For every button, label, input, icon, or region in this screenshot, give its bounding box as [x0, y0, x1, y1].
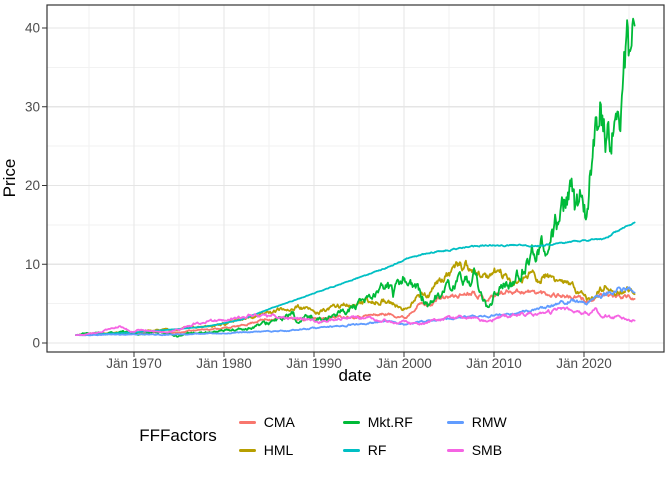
x-tick-label: Jän 2000: [376, 356, 432, 371]
legend-entry-rf: RF: [342, 442, 429, 458]
y-tick-label: 30: [25, 99, 40, 114]
y-tick-label: 0: [32, 336, 40, 351]
y-axis-title: Price: [0, 159, 19, 198]
y-tick-label: 20: [25, 178, 40, 193]
legend-label: SMB: [471, 442, 503, 458]
legend: FFFactors CMA Mkt.RF RMW HML RF: [0, 400, 672, 472]
legend-key-line-icon: [238, 420, 256, 424]
legend-label: CMA: [263, 414, 295, 430]
legend-label: HML: [263, 442, 294, 458]
x-tick-label: Jän 1990: [286, 356, 342, 371]
x-tick-label: Jän 1970: [106, 356, 162, 371]
panel-border: [46, 4, 665, 353]
legend-entry-cma: CMA: [238, 414, 325, 430]
legend-key-line-icon: [446, 448, 464, 452]
legend-label: Mkt.RF: [367, 414, 413, 430]
legend-grid: CMA Mkt.RF RMW HML RF SMB: [238, 414, 533, 458]
x-tick-label: Jän 2020: [556, 356, 612, 371]
series-line-smb: [75, 306, 636, 337]
legend-key-line-icon: [238, 448, 256, 452]
legend-entry-smb: SMB: [446, 442, 533, 458]
legend-label: RMW: [471, 414, 507, 430]
y-tick-label: 40: [25, 21, 40, 36]
legend-key-line-icon: [342, 420, 360, 424]
x-tick-label: Jän 1980: [196, 356, 252, 371]
x-tick-label: Jän 2010: [466, 356, 522, 371]
legend-key-line-icon: [342, 448, 360, 452]
x-axis-title: date: [338, 366, 371, 385]
legend-key-line-icon: [446, 420, 464, 424]
legend-entry-rmw: RMW: [446, 414, 533, 430]
series-line-rmw: [75, 286, 636, 337]
legend-label: RF: [367, 442, 387, 458]
series-line-rf: [75, 221, 636, 336]
legend-entry-hml: HML: [238, 442, 325, 458]
plot-panel: [47, 5, 664, 352]
legend-entry-mkt-rf: Mkt.RF: [342, 414, 429, 430]
legend-title: FFFactors: [139, 426, 217, 445]
y-tick-label: 10: [25, 257, 40, 272]
